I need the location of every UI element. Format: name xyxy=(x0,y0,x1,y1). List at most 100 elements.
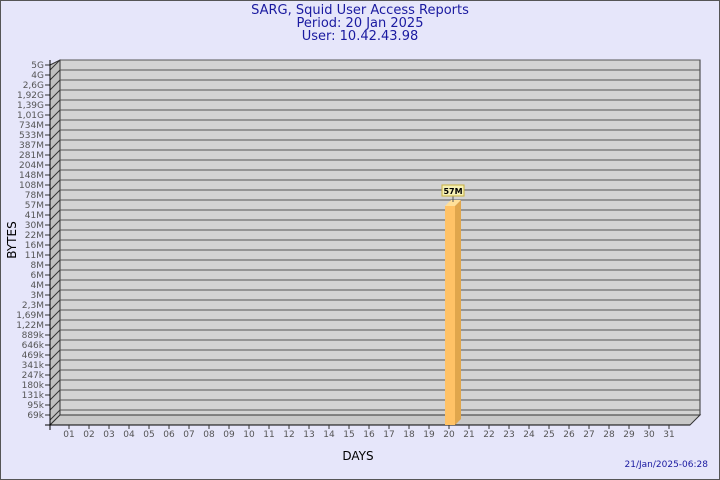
y-tick-label: 95k xyxy=(27,401,44,411)
x-tick-label: 20 xyxy=(443,430,455,440)
x-tick-label: 16 xyxy=(363,430,375,440)
x-tick-label: 14 xyxy=(323,430,335,440)
data-label-box xyxy=(441,184,465,197)
y-tick-label: 646k xyxy=(22,341,45,351)
y-tick-label: 3M xyxy=(31,291,45,301)
y-tick-label: 57M xyxy=(25,201,44,211)
chart-user: User: 10.42.43.98 xyxy=(301,29,419,44)
grid-diagonal xyxy=(49,359,61,371)
bar-20 xyxy=(445,206,455,425)
y-tick-label: 533M xyxy=(19,131,44,141)
x-tick-label: 15 xyxy=(343,430,354,440)
generated-timestamp: 21/Jan/2025-06:28 xyxy=(624,460,708,470)
x-tick-label: 30 xyxy=(643,430,655,440)
y-tick-label: 1,22M xyxy=(16,321,44,331)
grid-diagonal xyxy=(49,219,61,231)
grid-diagonal xyxy=(49,389,61,401)
grid-diagonal xyxy=(49,59,61,71)
y-tick-label: 22M xyxy=(25,231,44,241)
grid-diagonal xyxy=(49,299,61,311)
x-tick-label: 05 xyxy=(143,430,154,440)
grid-diagonal xyxy=(49,169,61,181)
x-axis-label: DAYS xyxy=(342,449,373,463)
grid-diagonal xyxy=(49,129,61,141)
chart-period: Period: 20 Jan 2025 xyxy=(296,16,424,31)
x-tick-label: 26 xyxy=(563,430,575,440)
x-tick-label: 09 xyxy=(223,430,235,440)
x-tick-label: 13 xyxy=(303,430,314,440)
y-tick-label: 1,92G xyxy=(17,91,44,101)
grid-diagonal xyxy=(49,249,61,261)
grid-diagonal xyxy=(49,229,61,241)
grid-diagonal xyxy=(49,259,61,271)
y-tick-label: 11M xyxy=(25,251,44,261)
y-tick-label: 78M xyxy=(25,191,44,201)
grid-diagonal xyxy=(49,109,61,121)
x-tick-label: 29 xyxy=(623,430,635,440)
y-tick-label: 1,69M xyxy=(16,311,44,321)
grid-diagonal xyxy=(49,159,61,171)
y-tick-label: 30M xyxy=(25,221,44,231)
x-tick-label: 01 xyxy=(63,430,74,440)
y-tick-label: 131k xyxy=(22,391,45,401)
grid-diagonal xyxy=(49,239,61,251)
bar-top xyxy=(445,200,461,206)
grid-diagonal xyxy=(49,279,61,291)
y-tick-label: 6M xyxy=(31,271,45,281)
grid-diagonal xyxy=(49,99,61,111)
grid-diagonal xyxy=(49,69,61,81)
x-tick-label: 08 xyxy=(203,430,215,440)
x-tick-label: 17 xyxy=(383,430,394,440)
y-tick-label: 180k xyxy=(22,381,45,391)
y-tick-label: 69k xyxy=(27,411,44,421)
y-tick-label: 734M xyxy=(19,121,44,131)
x-tick-label: 21 xyxy=(463,430,474,440)
x-tick-label: 10 xyxy=(243,430,255,440)
grid-diagonal xyxy=(49,349,61,361)
grid-diagonal xyxy=(49,269,61,281)
x-tick-label: 22 xyxy=(483,430,494,440)
x-tick-label: 25 xyxy=(543,430,554,440)
x-tick-label: 24 xyxy=(523,430,535,440)
x-tick-label: 28 xyxy=(603,430,615,440)
x-tick-label: 07 xyxy=(183,430,194,440)
grid-diagonal xyxy=(49,179,61,191)
floor xyxy=(48,414,702,426)
y-tick-label: 889k xyxy=(22,331,45,341)
grid-diagonal xyxy=(49,149,61,161)
y-tick-label: 247k xyxy=(22,371,45,381)
x-tick-label: 02 xyxy=(83,430,94,440)
grid-diagonal xyxy=(49,369,61,381)
back-wall xyxy=(59,59,701,416)
y-axis-label: BYTES xyxy=(5,221,19,258)
x-tick-label: 12 xyxy=(283,430,294,440)
chart-title: SARG, Squid User Access Reports xyxy=(251,3,469,18)
y-tick-label: 148M xyxy=(19,171,44,181)
grid-diagonal xyxy=(49,189,61,201)
y-tick-label: 204M xyxy=(19,161,44,171)
y-tick-label: 5G xyxy=(31,61,44,71)
x-tick-label: 06 xyxy=(163,430,175,440)
grid-diagonal xyxy=(49,309,61,321)
y-tick-label: 341k xyxy=(22,361,45,371)
x-tick-label: 31 xyxy=(663,430,674,440)
y-tick-label: 16M xyxy=(25,241,44,251)
y-tick-label: 469k xyxy=(22,351,45,361)
grid-diagonal xyxy=(49,399,61,411)
grid-diagonal xyxy=(49,209,61,221)
x-tick-label: 18 xyxy=(403,430,415,440)
bar-side xyxy=(455,200,461,425)
grid-diagonal xyxy=(49,119,61,131)
grid-diagonal xyxy=(49,379,61,391)
y-tick-label: 281M xyxy=(19,151,44,161)
y-tick-label: 387M xyxy=(19,141,44,151)
y-tick-label: 41M xyxy=(25,211,44,221)
y-tick-label: 2,6G xyxy=(23,81,44,91)
x-tick-label: 23 xyxy=(503,430,514,440)
grid-diagonal xyxy=(49,139,61,151)
y-tick-label: 1,39G xyxy=(17,101,44,111)
grid-diagonal xyxy=(49,199,61,211)
x-tick-label: 19 xyxy=(423,430,435,440)
y-tick-label: 1,01G xyxy=(17,111,44,121)
